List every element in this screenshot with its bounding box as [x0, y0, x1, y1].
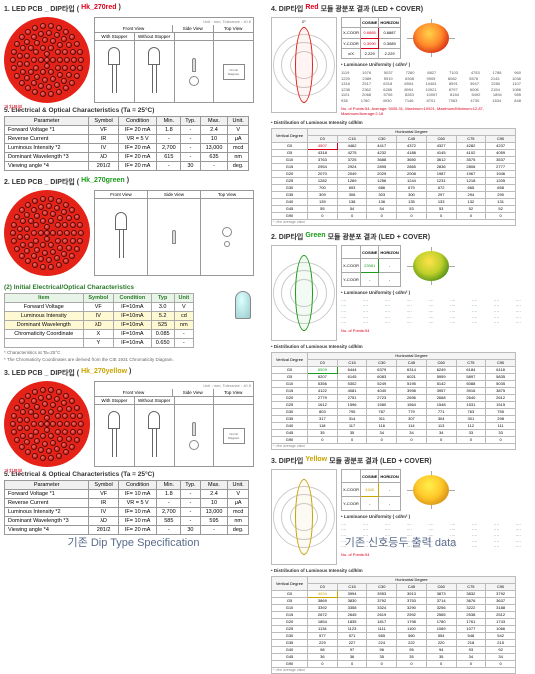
s: 모듈 광분포 결과 (LED + COVER) [321, 4, 423, 14]
hdr-front: Front View [95, 25, 173, 32]
polar-label: 0° [302, 19, 306, 24]
unif-label: • Luminance Uniformity ( cd/m² ) [341, 514, 530, 519]
dist-yellow: 3. DIP타입 Yellow 모듈 광분포 결과 (LED + COVER) … [271, 456, 530, 674]
caption-row: 기존 Dip Type Specification 기존 신호등두 출력 dat… [0, 534, 535, 550]
sphere-yellow [405, 469, 457, 511]
title-suffix: ) [129, 368, 131, 378]
unif-grid-red: 1119197650377260882771034753178896012292… [341, 70, 521, 117]
hdr-front: Front View [95, 389, 173, 396]
hk-yellow: Hk_270yellow [81, 368, 127, 378]
dist-green-title: 2. DIP타입 Green 모듈 광분포 결과 (LED + COVER) [271, 232, 530, 242]
out-table-red: Vertical DegreeHorizontal DegreeC0C15C30… [271, 128, 516, 226]
section-red: 1. LED PCB _ DIP타입 ( Hk_270red ) 거치부분 Un… [4, 4, 263, 171]
t: 2. DIP타입 [271, 232, 303, 242]
hdr-side: Side View [173, 389, 214, 396]
unif-label: • Luminance Uniformity ( cd/m² ) [341, 62, 530, 67]
title-prefix: 1. LED PCB _ DIP타입 ( [4, 4, 79, 14]
dist-red-title: 4. DIP타입 Red 모듈 광분포 결과 (LED + COVER) [271, 4, 530, 14]
dim-label: 거치부분 [4, 104, 22, 111]
led-drawing-red: Unit : mm, Tolerance : ±0.5 Front View S… [94, 17, 254, 103]
spec-title-yellow: 5. Electrical & Optical Characteristics … [4, 471, 263, 478]
chrom-table-red: COSINEHORIZON X-COOR0.68850.6887 Y-COOR0… [341, 17, 401, 59]
green-note1: * Characteristics at Ta=25°C [4, 350, 217, 355]
hk-red: Hk_270red [81, 4, 116, 14]
green-led-icon [223, 280, 263, 330]
led-front [95, 199, 148, 275]
green-note2: * The Chromaticity Coordinates are deriv… [4, 357, 217, 362]
section-green-title: 2. LED PCB _ DIP타입 ( Hk_270green ) [4, 177, 263, 187]
sphere-green [405, 245, 457, 287]
hdr-top: Top View [214, 25, 254, 32]
hdr-side: Side View [173, 25, 214, 32]
green-spec-title: (2) Initial Electrical/Optical Character… [4, 284, 217, 291]
right-caption: 기존 신호등두 출력 data [267, 534, 534, 550]
t: 4. DIP타입 [271, 4, 303, 14]
s: 모듈 광분포 결과 (LED + COVER) [329, 456, 431, 466]
cw: Yellow [305, 456, 327, 466]
hdr-without: Without Stopper [135, 33, 175, 40]
unit-note: Unit : mm, Tolerance : ±0.5 [95, 382, 253, 389]
section-green: 2. LED PCB _ DIP타입 ( Hk_270green ) Front… [4, 177, 263, 362]
hdr-side: Side View [148, 191, 201, 198]
dim-label: 거치부분 [4, 468, 22, 475]
t: 3. DIP타입 [271, 456, 303, 466]
unif-grid-green: ········································… [341, 298, 521, 334]
hdr-front: Front View [95, 191, 148, 198]
hdr-with: With Stopper [95, 33, 135, 40]
green-spec-table: ItemSymbolConditionTypUnit Forward Volta… [4, 293, 194, 348]
section-yellow: 3. LED PCB _ DIP타입 ( Hk_270yellow ) 거치부분… [4, 368, 263, 535]
spec-title-red: 5. Electrical & Optical Characteristics … [4, 107, 263, 114]
led-side-top [175, 405, 215, 466]
out-title: • Distribution of Luminous Intensity cd/… [271, 568, 530, 573]
led-front-2 [135, 41, 175, 102]
out-title: • Distribution of Luminous Intensity cd/… [271, 120, 530, 125]
s: 모듈 광분포 결과 (LED + COVER) [328, 232, 430, 242]
chrom-table-yellow: COSINEHORIZON X-COOR4340- Y-COOR-- [341, 469, 401, 511]
section-red-title: 1. LED PCB _ DIP타입 ( Hk_270red ) [4, 4, 263, 14]
spec-table-red: ParameterSymbolConditionMin.Typ.Max.Unit… [4, 116, 249, 171]
: Green [305, 232, 325, 242]
out-title: • Distribution of Luminous Intensity cd/… [271, 344, 530, 349]
sphere-red [405, 17, 457, 59]
led-front-2 [135, 405, 175, 466]
hdr-without: Without Stopper [135, 397, 175, 404]
dist-green: 2. DIP타입 Green 모듈 광분포 결과 (LED + COVER) C… [271, 232, 530, 450]
led-top [201, 199, 253, 275]
hdr-top: Top View [214, 389, 254, 396]
dist-yellow-title: 3. DIP타입 Yellow 모듈 광분포 결과 (LED + COVER) [271, 456, 530, 466]
title-prefix: 3. LED PCB _ DIP타입 ( [4, 368, 79, 378]
circuit: Circuit Diagram [214, 405, 253, 466]
out-table-green: Vertical DegreeHorizontal DegreeC0C15C30… [271, 352, 516, 450]
hk-green: Hk_270green [81, 177, 125, 187]
hdr-with: With Stopper [95, 397, 135, 404]
pcb-red: 거치부분 [4, 17, 90, 103]
polar-yellow [271, 469, 337, 565]
out-table-yellow: Vertical DegreeHorizontal DegreeC0C15C30… [271, 576, 516, 674]
polar-green [271, 245, 337, 341]
circuit: Circuit Diagram [214, 41, 253, 102]
pcb-green [4, 190, 90, 276]
unif-label: • Luminance Uniformity ( cd/m² ) [341, 290, 530, 295]
dist-red: 4. DIP타입 Red 모듈 광분포 결과 (LED + COVER) 0° … [271, 4, 530, 226]
cw: Red [305, 4, 318, 14]
unit-note: Unit : mm, Tolerance : ±0.5 [95, 18, 253, 25]
pcb-yellow: 거치부분 [4, 381, 90, 467]
led-drawing-yellow: Unit : mm, Tolerance : ±0.5 Front View S… [94, 381, 254, 467]
led-side-top [175, 41, 215, 102]
spec-table-yellow: ParameterSymbolConditionMin.Typ.Max.Unit… [4, 480, 249, 535]
title-suffix: ) [119, 4, 121, 14]
led-drawing-green: Front View Side View Top View [94, 190, 254, 276]
polar-red: 0° [271, 17, 337, 113]
title-prefix: 2. LED PCB _ DIP타입 ( [4, 177, 79, 187]
title-suffix: ) [127, 177, 129, 187]
chrom-table-green: COSINEHORIZON X-COOR23981- Y-COOR-- [341, 245, 401, 287]
led-front-1 [95, 405, 135, 466]
hdr-top: Top View [201, 191, 253, 198]
section-yellow-title: 3. LED PCB _ DIP타입 ( Hk_270yellow ) [4, 368, 263, 378]
led-front-1 [95, 41, 135, 102]
left-caption: 기존 Dip Type Specification [0, 534, 267, 550]
led-side [148, 199, 201, 275]
